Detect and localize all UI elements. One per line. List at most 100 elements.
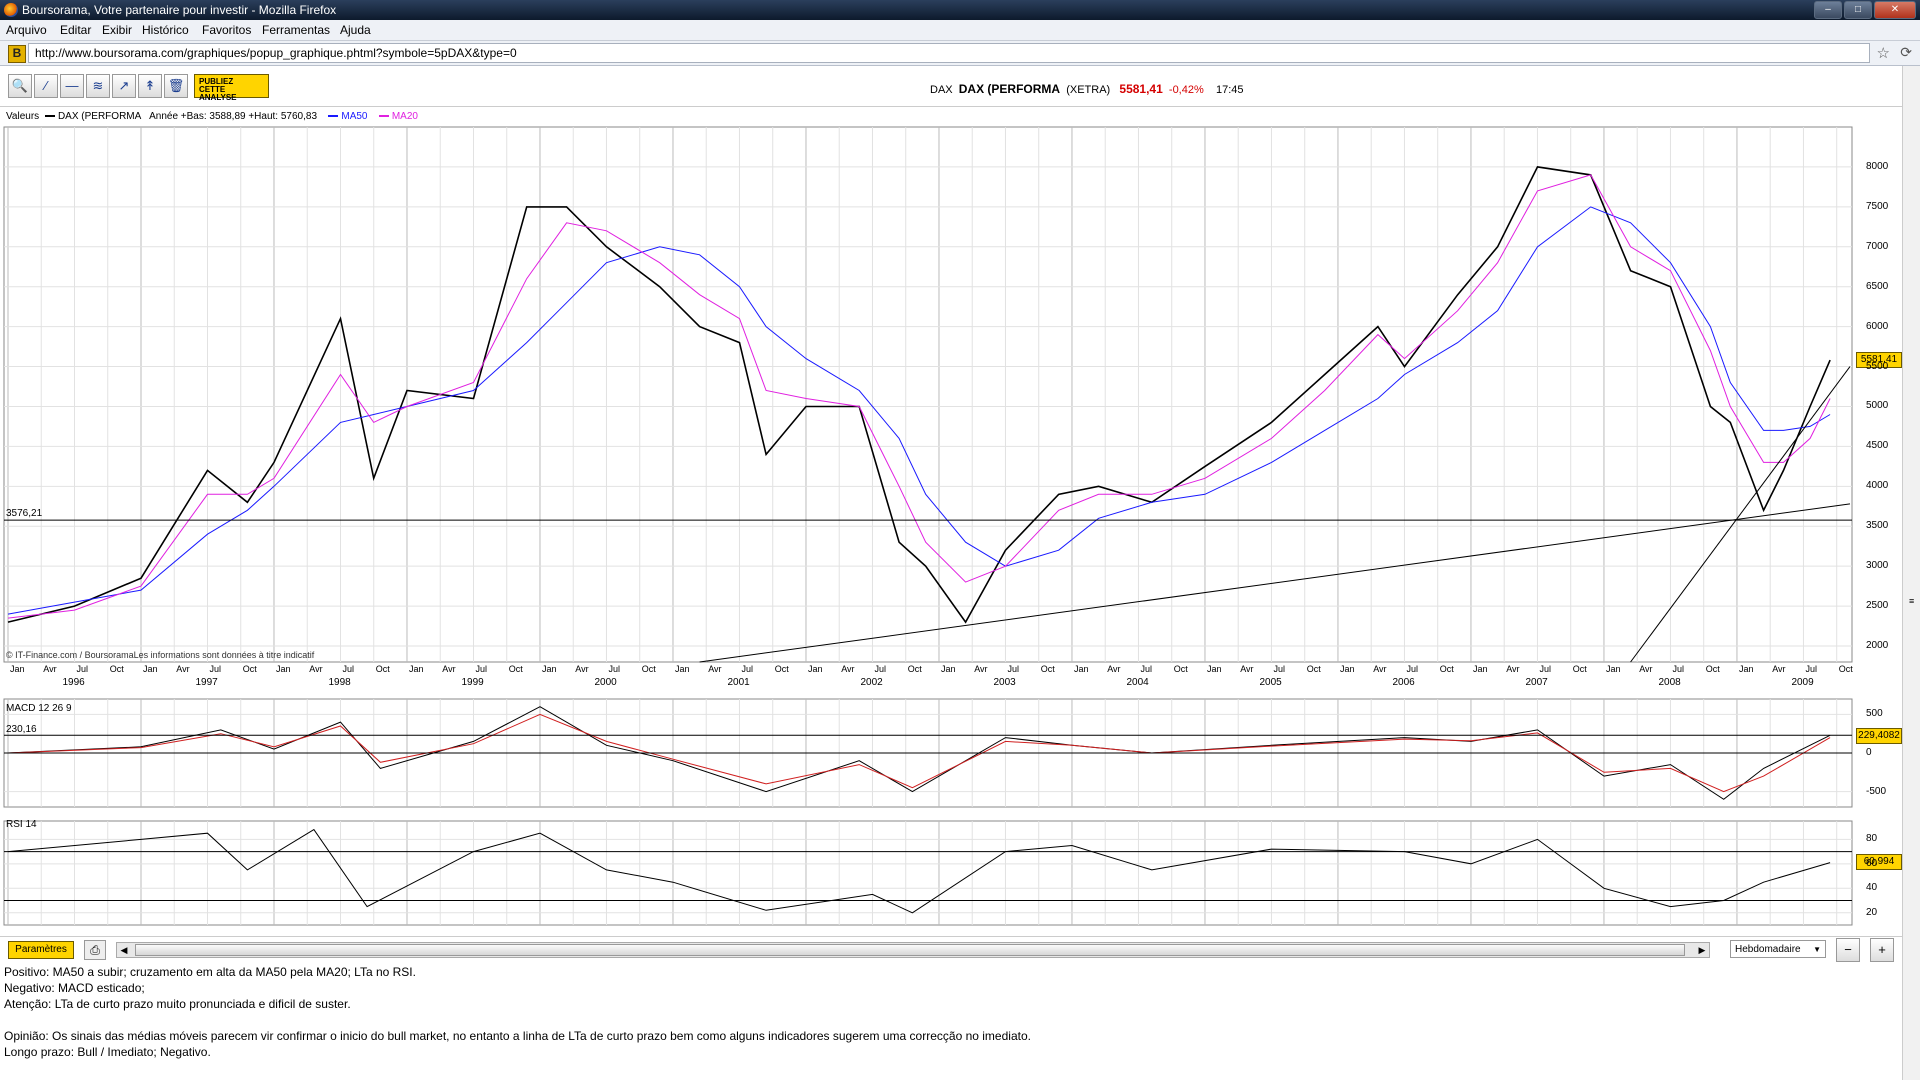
quote-market: (XETRA) [1066, 84, 1111, 96]
y-tick-label: 80 [1866, 833, 1878, 845]
y-tick-label: 5500 [1866, 360, 1889, 372]
fibonacci-tool-icon[interactable]: ↗ [112, 74, 136, 98]
address-bar: B http://www.boursorama.com/graphiques/p… [0, 41, 1920, 66]
x-month-label: Oct [907, 664, 922, 674]
rsi-panel-title: RSI 14 [6, 819, 37, 830]
zoom-out-icon[interactable]: − [1836, 938, 1860, 962]
menu-arquivo[interactable]: Arquivo [6, 23, 47, 37]
x-month-label: Avr [442, 664, 456, 674]
chart-area[interactable] [0, 107, 1902, 932]
copyright-note: © IT-Finance.com / BoursoramaLes informa… [6, 650, 315, 660]
x-month-label: Jan [940, 664, 956, 674]
horizontal-line-tool-icon[interactable]: — [60, 74, 84, 98]
x-year-label: 1999 [461, 677, 484, 688]
x-month-label: Jul [1007, 664, 1019, 674]
maximize-button[interactable]: □ [1844, 1, 1872, 19]
x-month-label: Jan [807, 664, 823, 674]
menu-ajuda[interactable]: Ajuda [340, 23, 371, 37]
x-year-label: 1996 [62, 677, 85, 688]
x-year-label: 2009 [1791, 677, 1814, 688]
x-year-label: 2007 [1525, 677, 1548, 688]
window-title: Boursorama, Votre partenaire pour invest… [22, 3, 337, 17]
x-month-label: Jan [1472, 664, 1488, 674]
bookmark-star-icon[interactable]: ☆ [1876, 45, 1890, 62]
menu-exibir[interactable]: Exibir [102, 23, 133, 37]
publiez-line-1: PUBLIEZ [199, 77, 234, 86]
menu-favoritos[interactable]: Favoritos [202, 23, 252, 37]
trash-icon[interactable]: 🗑 [164, 74, 188, 98]
x-month-label: Oct [1306, 664, 1321, 674]
x-month-label: Jul [1406, 664, 1418, 674]
scroll-thumb[interactable] [135, 944, 1685, 956]
series-line-2-1 [7, 706, 1831, 800]
x-month-label: Oct [1040, 664, 1055, 674]
series-line-1-1 [7, 166, 1831, 624]
x-month-label: Jul [1273, 664, 1285, 674]
menu-editar[interactable]: Editar [60, 23, 92, 37]
macd-value-box: 229,4082 [1856, 728, 1902, 744]
print-icon[interactable]: ⎙ [84, 940, 106, 960]
parameters-button[interactable]: Paramètres [8, 941, 74, 959]
fan-tool-icon[interactable]: ↟ [138, 74, 162, 98]
commentary-long-term: Longo prazo: Bull / Imediato; Negativo. [4, 1045, 211, 1059]
minimize-button[interactable]: – [1814, 1, 1842, 19]
x-month-label: Avr [575, 664, 589, 674]
zoom-tool-icon[interactable]: 🔍 [8, 74, 32, 98]
close-button[interactable]: ✕ [1874, 1, 1916, 19]
menu-historico[interactable]: Histórico [142, 23, 189, 37]
publish-analysis-button[interactable]: PUBLIEZ CETTE ANALYSE [194, 74, 269, 102]
series-line-3-1 [7, 828, 1831, 914]
channel-tool-icon[interactable]: ≋ [86, 74, 110, 98]
x-month-label: Jan [275, 664, 291, 674]
x-month-label: Avr [974, 664, 988, 674]
legend-ma20: MA20 [391, 111, 418, 122]
trendline-tool-icon[interactable]: ∕ [34, 74, 58, 98]
series-line-2-2 [7, 713, 1831, 793]
reload-icon[interactable]: ⟳ [1900, 44, 1912, 60]
y-tick-label: 8000 [1866, 160, 1889, 172]
x-month-label: Jul [1539, 664, 1551, 674]
x-month-label: Avr [1107, 664, 1121, 674]
x-month-label: Jul [1140, 664, 1152, 674]
commentary-attention: Atenção: LTa de curto prazo muito pronun… [4, 997, 351, 1011]
zoom-in-icon[interactable]: + [1870, 938, 1894, 962]
x-month-label: Jan [1605, 664, 1621, 674]
menu-ferramentas[interactable]: Ferramentas [262, 23, 331, 37]
period-select[interactable]: Hebdomadaire ▼ [1730, 940, 1826, 958]
x-month-label: Oct [1705, 664, 1720, 674]
x-month-label: Oct [641, 664, 656, 674]
support-level-label: 3576,21 [6, 508, 43, 519]
x-month-label: Avr [1373, 664, 1387, 674]
url-text: http://www.boursorama.com/graphiques/pop… [35, 46, 517, 60]
x-month-label: Avr [43, 664, 57, 674]
commentary-negative: Negativo: MACD esticado; [4, 981, 145, 995]
y-tick-label: 0 [1866, 747, 1872, 758]
x-month-label: Avr [309, 664, 323, 674]
y-tick-label: 6500 [1866, 280, 1889, 292]
rsi-value-box: 60,994 [1856, 854, 1902, 870]
x-month-label: Jan [10, 664, 25, 674]
quote-time: 17:45 [1216, 84, 1244, 96]
page-scrollbar[interactable]: ≡ [1902, 66, 1920, 1080]
chart-scrollbar[interactable]: ◀ ▶ [116, 942, 1710, 958]
x-year-label: 2001 [727, 677, 750, 688]
analysis-commentary: Positivo: MA50 a subir; cruzamento em al… [4, 964, 1031, 1060]
series-line-1-3 [7, 174, 1831, 619]
y-tick-label: 5000 [1866, 400, 1889, 412]
x-year-label: 1997 [195, 677, 218, 688]
macd-panel-title: MACD 12 26 9 [6, 703, 72, 714]
y-tick-label: 40 [1866, 882, 1878, 894]
x-month-label: Oct [1173, 664, 1188, 674]
scroll-right-icon[interactable]: ▶ [1698, 945, 1706, 955]
scroll-left-icon[interactable]: ◀ [120, 945, 128, 955]
y-tick-label: 2500 [1866, 600, 1889, 612]
x-month-label: Jul [76, 664, 88, 674]
x-month-label: Oct [1838, 664, 1853, 674]
x-year-label: 2005 [1259, 677, 1282, 688]
url-field[interactable]: http://www.boursorama.com/graphiques/pop… [28, 43, 1870, 63]
x-month-label: Jul [608, 664, 620, 674]
y-tick-label: 6000 [1866, 320, 1889, 332]
quote-header: DAX DAX (PERFORMA (XETRA) 5581,41 -0,42%… [930, 82, 1244, 96]
x-month-label: Oct [774, 664, 789, 674]
x-year-label: 2003 [993, 677, 1016, 688]
